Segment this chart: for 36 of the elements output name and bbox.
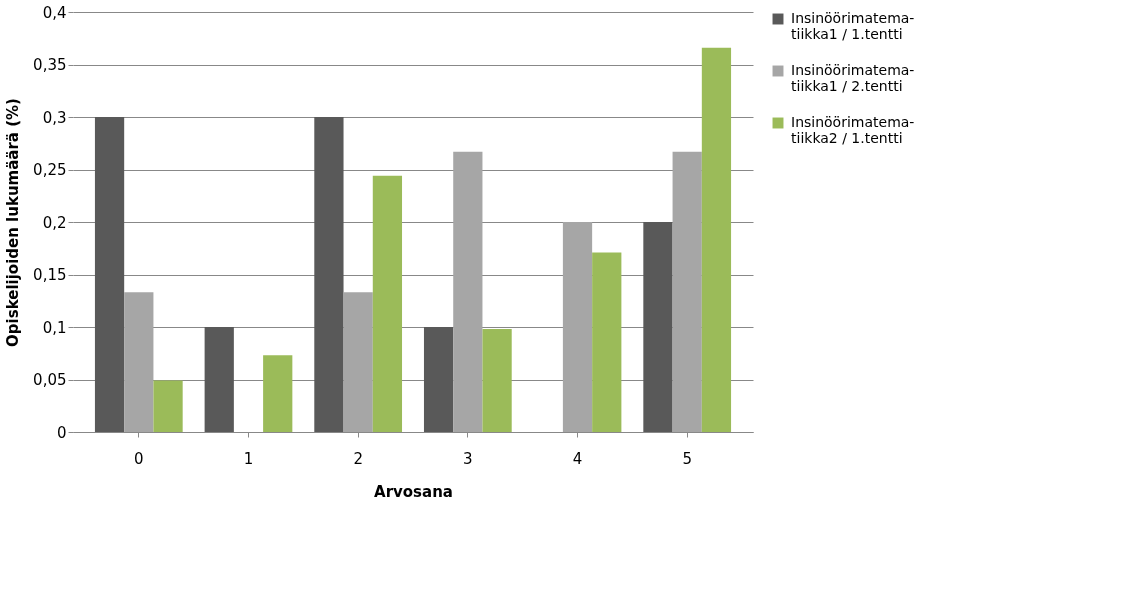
legend-label: Insinöörimatema- tiikka1 / 1.tentti (791, 10, 915, 42)
y-tick-label: 0,1 (42, 318, 67, 337)
y-tick-label: 0,25 (33, 161, 67, 179)
bar (343, 292, 373, 432)
bar (153, 380, 183, 432)
bar (124, 292, 154, 432)
bar (423, 327, 454, 432)
legend-label: Insinöörimatema- tiikka2 / 1.tentti (791, 114, 915, 146)
y-axis-title: Opiskelijoiden lukumäärä (%) (4, 98, 23, 347)
bar (453, 151, 483, 432)
x-axis-title: Arvosana (374, 482, 453, 501)
x-tick-label: 3 (463, 449, 473, 468)
x-tick-label: 0 (134, 449, 144, 468)
bar (314, 117, 344, 432)
y-tick-label: 0,05 (33, 371, 67, 389)
legend-label: Insinöörimatema- tiikka1 / 2.tentti (791, 62, 915, 94)
bar (643, 222, 673, 432)
x-tick-label: 2 (353, 449, 363, 468)
bar (592, 252, 622, 432)
y-tick-label: 0,35 (33, 56, 67, 74)
y-tick-label: 0 (56, 423, 67, 442)
y-tick-label: 0,4 (42, 3, 67, 22)
x-tick-label: 5 (682, 449, 692, 468)
bar (204, 327, 234, 432)
y-tick-label: 0,2 (42, 213, 67, 232)
bar (263, 355, 293, 432)
bar (701, 47, 732, 432)
y-tick-label: 0,3 (42, 108, 67, 127)
x-tick-label: 4 (572, 449, 583, 468)
bar (672, 151, 702, 432)
bar (94, 117, 125, 432)
bar (562, 222, 593, 432)
bar (482, 329, 512, 432)
y-tick-label: 0,15 (33, 266, 67, 284)
x-tick-label: 1 (243, 449, 254, 468)
bar (372, 175, 403, 432)
